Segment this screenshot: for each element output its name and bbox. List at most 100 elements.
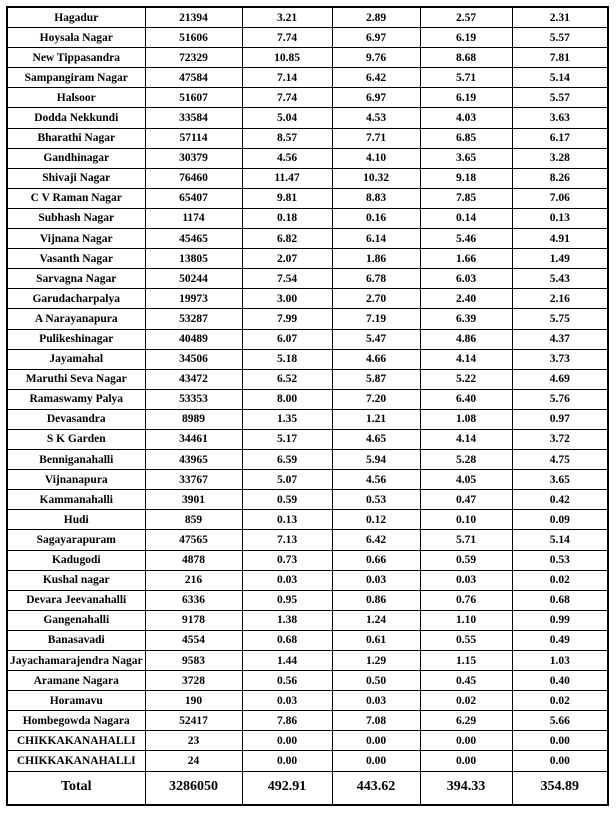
value-cell-4: 2.40 [419, 288, 513, 310]
value-cell-4: 9.18 [419, 167, 513, 189]
table-row: S K Garden 34461 5.17 4.65 4.14 3.72 [6, 428, 609, 451]
ward-name-cell: Banasavadi [6, 629, 146, 652]
value-cell-2: 2.07 [241, 248, 333, 270]
value-cell-4: 5.46 [419, 228, 513, 250]
value-cell-4: 2.57 [419, 6, 513, 29]
ward-name-cell: Hoysala Nagar [6, 27, 146, 49]
table-row: Hoysala Nagar 51606 7.74 6.97 6.19 5.57 [6, 27, 609, 49]
value-cell-3: 2.89 [331, 6, 421, 29]
value-cell-3: 0.12 [331, 509, 421, 531]
table-row: Aramane Nagara 3728 0.56 0.50 0.45 0.40 [6, 670, 609, 692]
value-cell-5: 5.43 [511, 268, 609, 290]
value-cell-5: 5.14 [511, 529, 609, 551]
value-cell-2: 5.04 [241, 107, 333, 129]
table-row: Horamavu 190 0.03 0.03 0.02 0.02 [6, 690, 609, 712]
table-row: CHIKKAKANAHALLI 23 0.00 0.00 0.00 0.00 [6, 730, 609, 752]
value-cell-4: 5.71 [419, 67, 513, 89]
value-cell-3: 0.53 [331, 489, 421, 511]
value-cell-4: 8.68 [419, 47, 513, 69]
value-cell-2: 0.18 [241, 207, 333, 230]
value-cell-1: 23 [144, 730, 243, 752]
value-cell-3: 5.87 [331, 368, 421, 390]
table-row: CHIKKAKANAHALLI 24 0.00 0.00 0.00 0.00 [6, 750, 609, 772]
ward-name-cell: Jayamahal [6, 348, 146, 370]
table-row: Benniganahalli 43965 6.59 5.94 5.28 4.75 [6, 449, 609, 471]
value-cell-2: 0.00 [241, 750, 333, 772]
value-cell-5: 0.53 [511, 549, 609, 571]
value-cell-5: 0.49 [511, 629, 609, 652]
total-row: Total 3286050 492.91 443.62 394.33 354.89 [6, 770, 609, 806]
ward-name-cell: Halsoor [6, 87, 146, 109]
value-cell-2: 3.00 [241, 288, 333, 310]
value-cell-5: 3.73 [511, 348, 609, 370]
value-cell-3: 1.24 [331, 609, 421, 631]
value-cell-3: 0.61 [331, 629, 421, 652]
table-row: Halsoor 51607 7.74 6.97 6.19 5.57 [6, 87, 609, 109]
value-cell-1: 30379 [144, 147, 243, 169]
ward-name-cell: Gangenahalli [6, 609, 146, 631]
value-cell-3: 1.86 [331, 248, 421, 270]
value-cell-4: 4.14 [419, 348, 513, 370]
value-cell-2: 5.18 [241, 348, 333, 370]
value-cell-1: 43965 [144, 449, 243, 471]
value-cell-4: 1.10 [419, 609, 513, 631]
value-cell-1: 51606 [144, 27, 243, 49]
value-cell-4: 0.10 [419, 509, 513, 531]
table-body: Hagadur 21394 3.21 2.89 2.57 2.31 Hoysala Naga… [6, 6, 609, 806]
table-row: Hombegowda Nagara 52417 7.86 7.08 6.29 5.66 [6, 710, 609, 732]
ward-name-cell: CHIKKAKANAHALLI [6, 730, 146, 752]
ward-name-cell: Sampangiram Nagar [6, 67, 146, 89]
value-cell-1: 51607 [144, 87, 243, 109]
value-cell-3: 0.16 [331, 207, 421, 230]
ward-name-cell: Vasanth Nagar [6, 248, 146, 270]
ward-name-cell: Kushal nagar [6, 569, 146, 591]
ward-name-cell: New Tippasandra [6, 47, 146, 69]
value-cell-4: 5.71 [419, 529, 513, 551]
value-cell-1: 33767 [144, 469, 243, 491]
table-row: A Narayanapura 53287 7.99 7.19 6.39 5.75 [6, 308, 609, 330]
ward-name-cell: Sagayarapuram [6, 529, 146, 551]
ward-name-cell: Maruthi Seva Nagar [6, 368, 146, 390]
ward-name-cell: C V Raman Nagar [6, 187, 146, 209]
value-cell-4: 1.15 [419, 649, 513, 672]
value-cell-4: 5.22 [419, 368, 513, 390]
ward-name-cell: Ramaswamy Palya [6, 388, 146, 410]
table-row: Hagadur 21394 3.21 2.89 2.57 2.31 [6, 6, 609, 29]
table-row: Devasandra 8989 1.35 1.21 1.08 0.97 [6, 408, 609, 430]
value-cell-2: 5.17 [241, 428, 333, 451]
value-cell-1: 19973 [144, 288, 243, 310]
table-row: Devara Jeevanahalli 6336 0.95 0.86 0.76 0.68 [6, 589, 609, 611]
value-cell-4: 6.03 [419, 268, 513, 290]
table-row: Dodda Nekkundi 33584 5.04 4.53 4.03 3.63 [6, 107, 609, 129]
value-cell-4: 0.03 [419, 569, 513, 591]
value-cell-2: 0.00 [241, 730, 333, 752]
value-cell-4: 0.47 [419, 489, 513, 511]
table-row: Garudacharpalya 19973 3.00 2.70 2.40 2.16 [6, 288, 609, 310]
value-cell-1: 3728 [144, 670, 243, 692]
value-cell-4: 6.29 [419, 710, 513, 732]
value-cell-2: 7.13 [241, 529, 333, 551]
ward-name-cell: Devasandra [6, 408, 146, 430]
value-cell-3: 5.47 [331, 328, 421, 350]
total-label-cell: Total [6, 770, 146, 806]
value-cell-5: 2.16 [511, 288, 609, 310]
value-cell-1: 53287 [144, 308, 243, 330]
value-cell-1: 65407 [144, 187, 243, 209]
value-cell-5: 5.75 [511, 308, 609, 330]
value-cell-5: 4.75 [511, 449, 609, 471]
value-cell-5: 0.68 [511, 589, 609, 611]
value-cell-1: 34461 [144, 428, 243, 451]
ward-name-cell: A Narayanapura [6, 308, 146, 330]
value-cell-3: 0.50 [331, 670, 421, 692]
value-cell-1: 33584 [144, 107, 243, 129]
value-cell-1: 190 [144, 690, 243, 712]
table-row: Gangenahalli 9178 1.38 1.24 1.10 0.99 [6, 609, 609, 631]
value-cell-4: 0.02 [419, 690, 513, 712]
value-cell-3: 7.20 [331, 388, 421, 410]
value-cell-3: 6.14 [331, 228, 421, 250]
value-cell-2: 0.68 [241, 629, 333, 652]
value-cell-1: 8989 [144, 408, 243, 430]
value-cell-1: 47584 [144, 67, 243, 89]
value-cell-4: 0.55 [419, 629, 513, 652]
